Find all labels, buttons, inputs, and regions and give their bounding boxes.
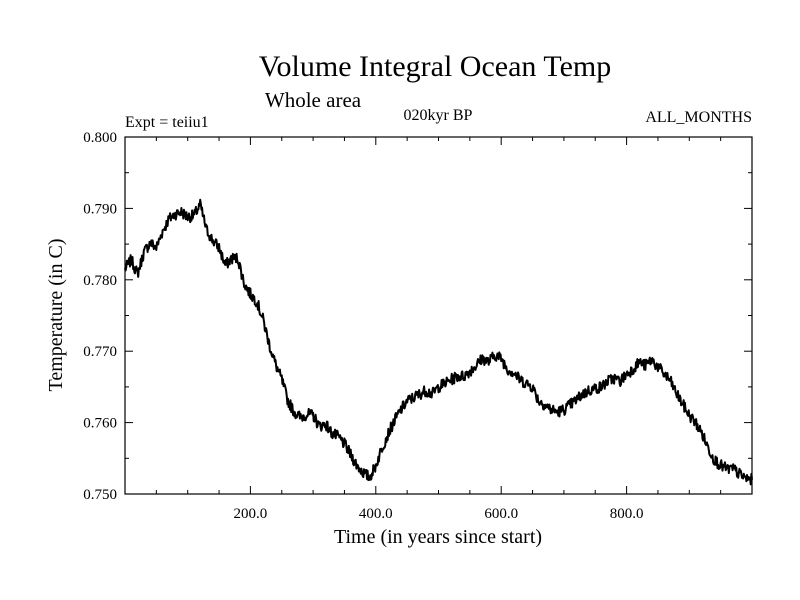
plot-frame (124, 136, 753, 495)
months-label: ALL_MONTHS (645, 109, 752, 126)
x-axis-label: Time (in years since start) (334, 526, 542, 548)
y-tick-label: 0.770 (83, 344, 117, 360)
chart-title: Volume Integral Ocean Temp (259, 50, 612, 83)
period-label: 020kyr BP (404, 107, 473, 124)
y-axis: 0.750 0.760 0.770 0.780 0.790 0.800 (83, 130, 752, 503)
y-tick-label: 0.750 (83, 487, 117, 503)
x-tick-label: 200.0 (234, 506, 268, 522)
y-tick-label: 0.780 (83, 273, 117, 289)
x-axis: 200.0 400.0 600.0 800.0 (155, 137, 722, 522)
x-tick-label: 600.0 (484, 506, 518, 522)
x-tick-label: 400.0 (359, 506, 393, 522)
y-tick-label: 0.760 (83, 416, 117, 432)
chart-subtitle: Whole area (265, 88, 362, 112)
temperature-series-line (124, 198, 753, 486)
y-axis-label: Temperature (in C) (45, 239, 67, 392)
plot-area: 200.0 400.0 600.0 800.0 0.750 0.760 0.770 0.78… (83, 130, 753, 522)
y-tick-label: 0.790 (83, 201, 117, 217)
experiment-label: Expt = teiiu1 (125, 114, 209, 131)
y-tick-label: 0.800 (83, 130, 117, 146)
x-tick-label: 800.0 (610, 506, 644, 522)
